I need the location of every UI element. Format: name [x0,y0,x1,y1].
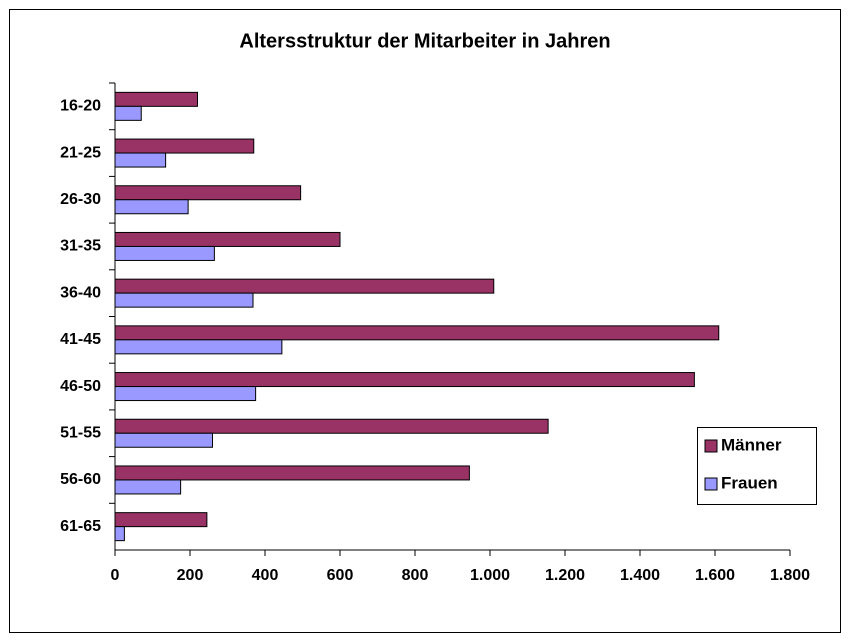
bar [114,479,182,495]
bar [114,339,283,355]
y-tick-label: 21-25 [60,144,101,161]
bar [114,325,720,341]
x-tick-label: 400 [252,567,279,584]
x-tick-label: 200 [177,567,204,584]
x-tick-label: 800 [402,567,429,584]
bar [114,526,125,542]
bar [114,138,255,154]
x-tick-label: 600 [327,567,354,584]
bar [114,245,215,261]
legend-swatch [704,439,718,453]
bar [114,91,198,107]
y-tick-label: 41-45 [60,331,101,348]
bar [114,418,549,434]
y-tick-label: 16-20 [60,98,101,115]
y-tick-label: 61-65 [60,518,101,535]
y-tick-label: 46-50 [60,378,101,395]
y-tick-label: 31-35 [60,238,101,255]
x-tick-label: 1.800 [770,567,810,584]
chart-border [9,9,841,633]
y-tick-label: 36-40 [60,284,101,301]
bar [114,465,470,481]
x-tick-label: 0 [111,567,120,584]
bar [114,292,254,308]
bar [114,372,695,388]
bar [114,199,189,215]
y-tick-label: 51-55 [60,424,101,441]
y-tick-label: 26-30 [60,191,101,208]
bar [114,432,213,448]
legend-label: Männer [721,435,782,454]
legend-label: Frauen [721,473,778,492]
bar [114,152,167,168]
bar [114,185,302,201]
bar [114,512,208,528]
bar [114,105,142,121]
x-tick-label: 1.600 [695,567,735,584]
bar [114,386,257,402]
legend-swatch [704,477,718,491]
chart-title: Altersstruktur der Mitarbeiter in Jahren [239,30,610,52]
bar [114,231,341,247]
x-tick-label: 1.200 [545,567,585,584]
bar [114,278,495,294]
y-tick-label: 56-60 [60,471,101,488]
x-tick-label: 1.000 [470,567,510,584]
x-tick-label: 1.400 [620,567,660,584]
